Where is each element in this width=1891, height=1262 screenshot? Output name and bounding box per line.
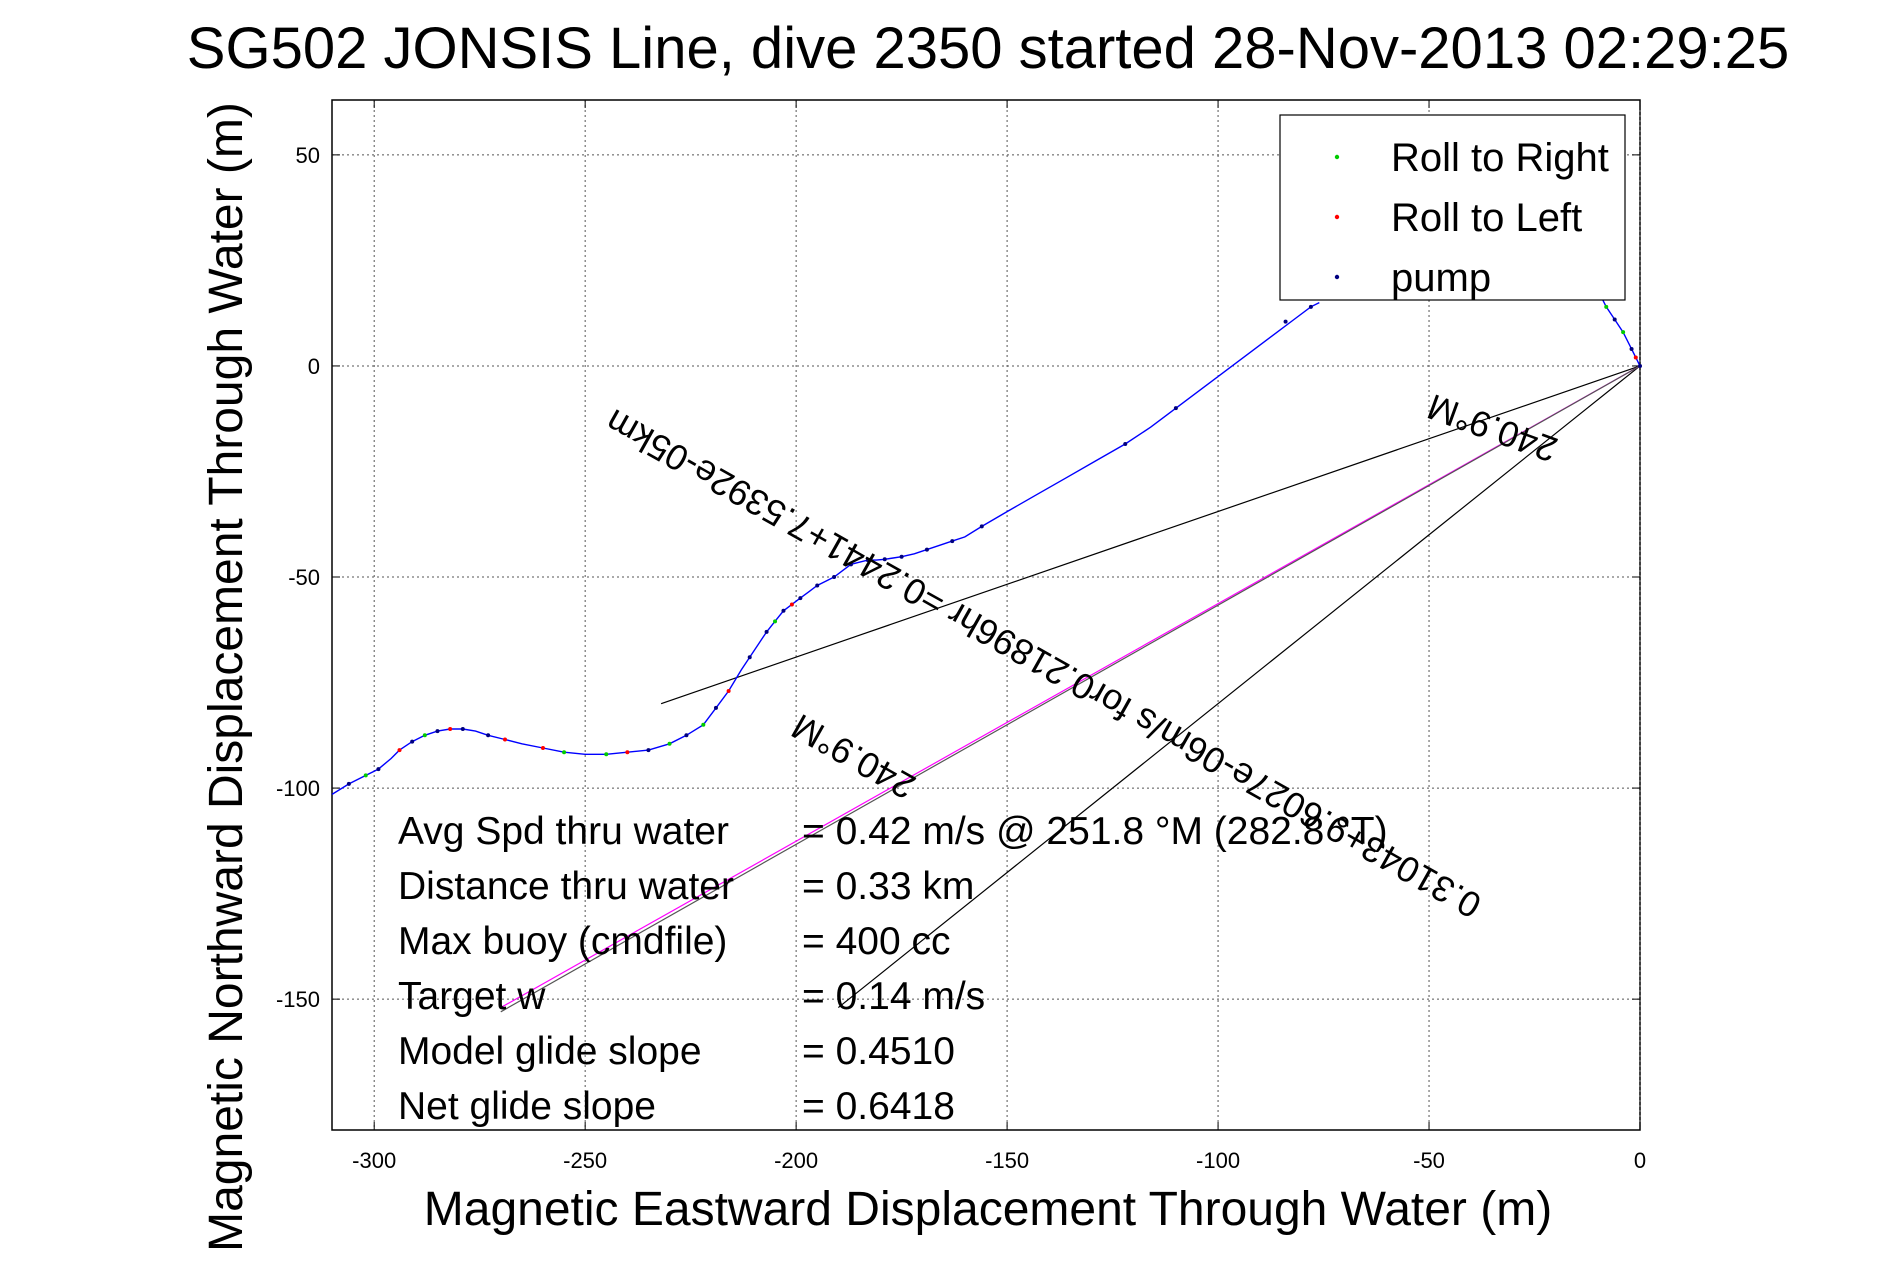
roll-left-point [726, 688, 731, 693]
roll-left-point [1633, 355, 1638, 360]
roll-right-point [667, 741, 672, 746]
x-tick-label: -150 [985, 1148, 1029, 1173]
roll-left-point [502, 737, 507, 742]
y-tick-label: -150 [276, 987, 320, 1012]
roll-left-point [540, 745, 545, 750]
pump-point [1629, 347, 1634, 352]
x-tick-label: -100 [1196, 1148, 1240, 1173]
roll-right-point [1604, 304, 1609, 309]
y-tick-label: -50 [288, 565, 320, 590]
roll-right-point [562, 750, 567, 755]
stat-value: = 0.33 km [802, 865, 974, 908]
stat-label: Avg Spd thru water [398, 810, 729, 853]
pump-point [815, 583, 820, 588]
pump-point [882, 557, 887, 562]
pump-point [1638, 363, 1642, 368]
pump-point [486, 733, 491, 738]
roll-right-point [773, 619, 778, 624]
y-axis-ticks: 50 0 -50 -100 -150 [276, 143, 1640, 1012]
x-tick-label: -200 [774, 1148, 818, 1173]
chart-title: SG502 JONSIS Line, dive 2350 started 28-… [187, 16, 1789, 81]
stat-label: Max buoy (cmdfile) [398, 920, 727, 963]
stat-label: Net glide slope [398, 1085, 656, 1128]
legend-label: Roll to Left [1391, 196, 1582, 240]
stat-value: = 0.42 m/s @ 251.8 °M (282.8 °T) [802, 810, 1388, 853]
pump-point [865, 558, 870, 563]
pump-point [684, 733, 689, 738]
reference-line [500, 365, 1641, 1009]
x-tick-label: -250 [563, 1148, 607, 1173]
x-axis-ticks: -300 -250 -200 -150 -100 -50 0 [352, 100, 1646, 1173]
legend-label: Roll to Right [1391, 136, 1609, 180]
x-tick-label: 0 [1634, 1148, 1646, 1173]
roll-right-point [1621, 330, 1626, 335]
legend-marker [1334, 274, 1340, 280]
roll-left-point [625, 750, 630, 755]
roll-right-point [701, 722, 706, 727]
reference-lines [500, 365, 1641, 1013]
y-tick-label: 0 [308, 354, 320, 379]
reference-line [500, 365, 1641, 1013]
x-axis-label: Magnetic Eastward Displacement Through W… [424, 1183, 1552, 1236]
legend: Roll to Right Roll to Left pump [1279, 114, 1626, 301]
x-tick-label: -50 [1413, 1148, 1445, 1173]
pump-point [713, 705, 718, 710]
roll-left-point [397, 748, 402, 753]
reference-line [660, 365, 1641, 705]
y-tick-label: 50 [296, 143, 320, 168]
pump-point [1123, 442, 1128, 447]
pump-point [646, 748, 651, 753]
stat-label: Distance thru water [398, 865, 734, 908]
stat-label: Target w [398, 975, 546, 1018]
roll-right-point [363, 773, 368, 778]
stat-value: = 400 cc [802, 920, 951, 963]
pump-point [832, 575, 837, 580]
pump-point [924, 547, 929, 552]
pump-point [848, 562, 853, 567]
pump-point [764, 629, 769, 634]
roll-left-point [789, 602, 794, 607]
y-axis-label: Magnetic Northward Displacement Through … [200, 102, 253, 1252]
pump-point [1173, 406, 1178, 411]
roll-left-point [448, 726, 453, 731]
legend-box [1279, 114, 1626, 301]
pump-point [979, 524, 984, 529]
stat-value: = 0.4510 [802, 1030, 955, 1073]
pump-point [1612, 317, 1617, 322]
pump-point [950, 539, 955, 544]
pump-point [376, 767, 381, 772]
y-tick-label: -100 [276, 776, 320, 801]
roll-right-point [422, 733, 427, 738]
roll-right-point [604, 752, 609, 757]
pump-point [798, 596, 803, 601]
stat-value: = 0.6418 [802, 1085, 955, 1128]
track-line [331, 301, 1320, 795]
pump-point [346, 781, 351, 786]
pump-point [781, 608, 786, 613]
pump-point [747, 655, 752, 660]
x-tick-label: -300 [352, 1148, 396, 1173]
legend-marker [1334, 154, 1340, 160]
pump-point [899, 554, 904, 559]
reference-line [837, 365, 1641, 1009]
stat-value: = 0.14 m/s [802, 975, 985, 1018]
pump-point [1283, 319, 1288, 324]
track-markers [346, 304, 1642, 786]
legend-marker [1334, 214, 1340, 220]
pump-point [410, 739, 415, 744]
pump-point [1308, 304, 1313, 309]
pump-point [435, 729, 440, 734]
legend-label: pump [1391, 256, 1491, 300]
stat-label: Model glide slope [398, 1030, 702, 1073]
pump-point [460, 726, 465, 731]
dive-statistics: Avg Spd thru water = 0.42 m/s @ 251.8 °M … [398, 810, 1388, 1128]
